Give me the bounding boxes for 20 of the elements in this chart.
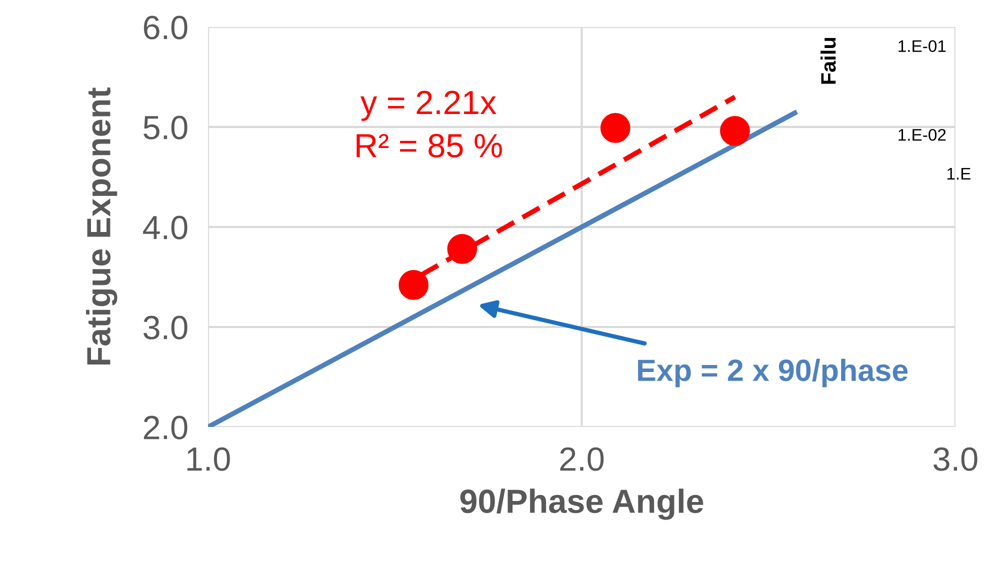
x-tick-label: 3.0 xyxy=(934,447,978,471)
x-tick-label: 1.0 xyxy=(187,447,230,471)
annotation: 1.E-01 xyxy=(898,40,946,52)
annotation: Exp = 2 x 90/phase xyxy=(638,358,908,388)
x-tick-label: 2.0 xyxy=(560,447,604,471)
y-axis-title: Fatigue Exponent xyxy=(86,88,118,365)
x-axis-title: 90/Phase Angle xyxy=(460,488,704,520)
y-tick-label: 3.0 xyxy=(144,316,188,340)
annotation: y = 2.21x R² = 85 % xyxy=(356,90,502,158)
annotation: 1.E xyxy=(947,168,970,180)
point xyxy=(398,270,429,300)
y-tick-label: 5.0 xyxy=(144,116,188,140)
annotation: Failu xyxy=(820,38,836,84)
point xyxy=(720,116,750,146)
y-tick-label: 2.0 xyxy=(144,416,188,440)
y-tick-label: 6.0 xyxy=(144,16,188,40)
point xyxy=(600,113,630,143)
y-tick-label: 4.0 xyxy=(143,216,188,240)
annotation: 1.E-02 xyxy=(898,128,946,141)
point xyxy=(447,234,478,264)
